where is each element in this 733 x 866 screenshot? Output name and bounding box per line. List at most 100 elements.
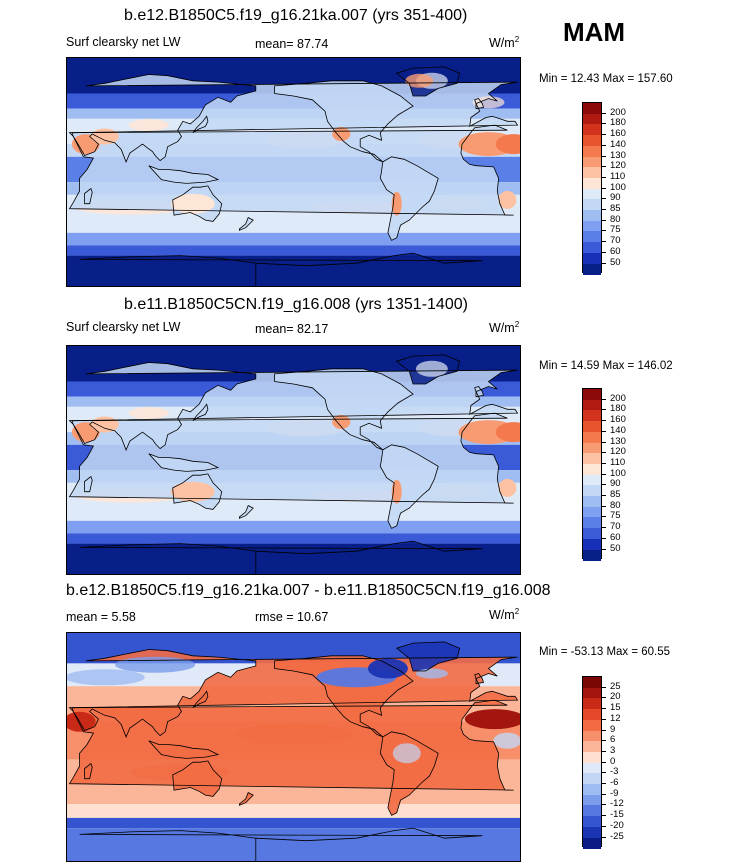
field-patch [415,668,448,679]
coastline-madagascar [84,475,93,493]
panel-1-units: W/m2 [489,35,520,51]
colorbar-swatch [583,496,601,508]
colorbar-label: 110 [610,456,626,468]
land-fill-japan [192,116,208,133]
colorbar-tick [602,262,606,264]
colorbar-swatch [583,242,601,254]
colorbar-tick [602,251,606,253]
coastline-indonesia [148,165,220,184]
field-patch [392,743,421,764]
coastline-antarctica [79,252,483,286]
panel-3-map [66,632,521,862]
coastline-eurasia [71,649,519,738]
colorbar-tick [602,495,606,496]
colorbar-swatch [583,485,601,497]
field-patch [90,128,119,145]
colorbar-label: 160 [610,414,626,426]
season-label: MAM [563,17,626,47]
colorbar-swatch [583,231,601,243]
coastline-samerica [379,731,439,816]
colorbar-swatch [583,188,601,200]
colorbar-label: -6 [610,777,619,788]
panel-3-min-max: Min = -53.13 Max = 60.55 [539,646,671,658]
colorbar-tick [602,187,606,189]
colorbar-label: 50 [610,542,621,554]
land-fill-nz [239,792,254,806]
colorbar-label: 70 [610,521,621,533]
colorbar-tick [602,462,606,464]
field-patch [498,478,517,497]
colorbar-swatch [583,167,601,179]
colorbar-swatch [583,687,601,699]
panel-3-title: b.e12.B1850C5.f19_g16.21ka.007 - b.e11.B… [66,582,551,599]
land-fill-greenland [396,641,460,671]
colorbar-label: 100 [610,467,626,479]
colorbar-swatch [583,124,601,136]
colorbar-swatch [583,442,601,454]
colorbar-label: 9 [610,723,616,735]
colorbar-label: 15 [610,702,621,714]
coastline-madagascar [84,762,93,780]
field-patch [415,360,448,377]
panel-1-min-max: Min = 12.43 Max = 157.60 [539,73,673,85]
colorbar-swatch [583,826,601,839]
field-patch [115,656,196,673]
coastline-samerica [379,444,439,529]
coastline-uk [474,673,485,685]
colorbar-tick [602,484,606,486]
colorbar-label: -20 [610,819,624,831]
colorbar-swatch [583,453,601,465]
colorbar-label: 85 [610,489,621,500]
field-patch [464,709,520,730]
colorbar-swatch [583,709,601,721]
colorbar-label: -15 [610,809,624,821]
coastline-madagascar [84,187,93,205]
colorbar-label: 0 [610,755,616,767]
coastline-namerica [274,368,414,451]
colorbar-label: 60 [610,531,621,543]
field-patch [332,415,351,429]
panel-1-mean: mean= 87.74 [255,37,329,51]
colorbar-box [582,388,602,561]
coastline-eurasia [71,74,519,163]
field-patch [90,416,119,433]
colorbar-tick [602,112,606,114]
field-patch [493,732,520,749]
colorbar-label: 20 [610,691,621,703]
panel-2-units: W/m2 [489,320,520,336]
colorbar-label: 50 [610,256,621,268]
colorbar-label: 3 [610,744,616,756]
coastline-antarctica [79,827,483,861]
coastline-samerica [379,156,439,241]
field-patch [332,127,351,141]
coastline-nz [238,505,254,519]
colorbar-tick [602,420,606,422]
field-patch [472,96,505,109]
colorbar-label: 120 [610,160,626,172]
colorbar-tick [602,537,606,539]
panel-3-units: W/m2 [489,607,520,623]
coastline-japan [192,690,209,709]
field-band [67,232,520,246]
panel-3-rmse: rmse = 10.67 [255,610,329,624]
colorbar-tick [602,793,606,795]
map-field [67,633,520,861]
colorbar-label: 70 [610,235,621,247]
field-band [67,804,520,818]
colorbar-label: 130 [610,149,626,161]
colorbar-tick [602,815,606,817]
land-fill-japan [192,691,208,708]
colorbar-swatch [583,431,601,444]
field-patch [128,119,169,132]
colorbar-label: 90 [610,192,621,204]
coastline-australia [172,760,223,797]
colorbar-tick [602,166,606,168]
land-fill-indonesia [148,453,218,472]
colorbar-swatch [583,698,601,710]
field-patch [67,669,145,686]
colorbar-tick [602,241,606,243]
coastline-japan [192,115,209,134]
colorbar-swatch [583,199,601,211]
colorbar-swatch [583,816,601,828]
field-patch [495,134,520,155]
